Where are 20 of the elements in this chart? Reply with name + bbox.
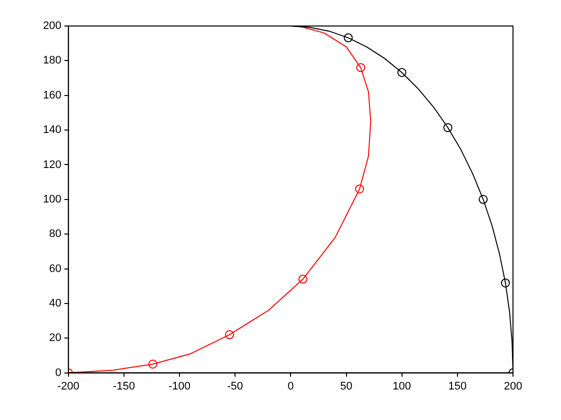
x-tick-label: 50 xyxy=(340,380,352,392)
x-tick-label: 150 xyxy=(448,380,467,392)
y-tick-label: 20 xyxy=(49,332,62,344)
y-tick-label: 80 xyxy=(49,228,62,240)
x-tick-label: -100 xyxy=(168,380,191,392)
x-tick-label: -150 xyxy=(112,380,135,392)
y-tick-label: 200 xyxy=(42,20,62,32)
y-tick-label: 60 xyxy=(49,262,62,275)
x-tick-label: 0 xyxy=(288,380,294,392)
y-tick-label: 0 xyxy=(55,366,62,379)
y-tick-label: 180 xyxy=(42,54,62,67)
x-tick-label: 100 xyxy=(392,380,412,392)
y-tick-label: 120 xyxy=(42,158,62,171)
x-tick-label: -50 xyxy=(227,380,244,392)
y-tick-label: 40 xyxy=(49,297,62,310)
x-tick-label: -200 xyxy=(57,380,80,392)
y-tick-label: 160 xyxy=(42,89,62,102)
y-tick-label: 140 xyxy=(42,124,62,136)
y-tick-label: 100 xyxy=(42,193,62,206)
x-tick-label: 200 xyxy=(504,380,522,392)
